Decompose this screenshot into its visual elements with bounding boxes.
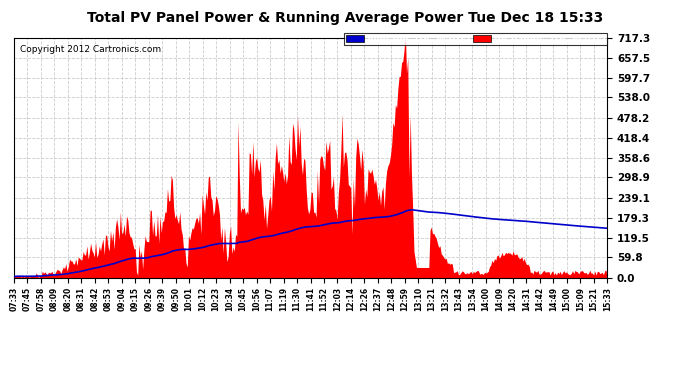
Text: Copyright 2012 Cartronics.com: Copyright 2012 Cartronics.com bbox=[20, 45, 161, 54]
Legend: Average  (DC Watts), PV Panels  (DC Watts): Average (DC Watts), PV Panels (DC Watts) bbox=[344, 33, 607, 45]
Text: Total PV Panel Power & Running Average Power Tue Dec 18 15:33: Total PV Panel Power & Running Average P… bbox=[87, 11, 603, 25]
